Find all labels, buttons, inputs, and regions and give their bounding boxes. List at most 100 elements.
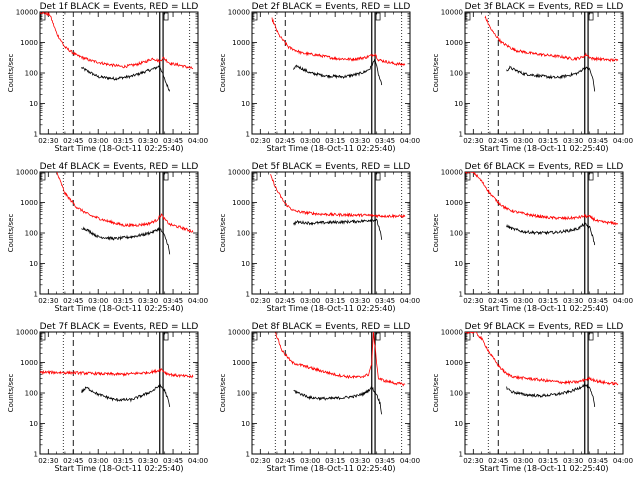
x-tick-label: 03:45	[375, 137, 395, 145]
x-tick-label: 02:45	[488, 137, 508, 145]
y-tick-label: 1000	[232, 39, 250, 47]
x-tick-label: 03:00	[513, 137, 533, 145]
marker-box	[375, 332, 381, 341]
x-tick-label: 03:15	[538, 457, 558, 465]
x-axis-label: Start Time (18-Oct-11 02:25:40)	[266, 304, 395, 313]
x-tick-label: 04:00	[613, 137, 633, 145]
marker-box	[252, 12, 258, 21]
x-tick-label: 02:45	[63, 297, 83, 305]
x-tick-label: 04:00	[613, 457, 633, 465]
y-tick-label: 1000	[232, 359, 250, 367]
x-axis-label: Start Time (18-Oct-11 02:25:40)	[479, 144, 608, 153]
x-tick-label: 02:45	[275, 137, 295, 145]
marker-box	[465, 12, 471, 21]
lld-trace	[484, 15, 619, 63]
x-tick-label: 02:45	[63, 457, 83, 465]
y-tick-label: 1	[459, 131, 463, 139]
y-tick-label: 10	[29, 260, 38, 268]
marker-box	[40, 332, 46, 341]
x-tick-label: 03:15	[113, 457, 133, 465]
y-tick-label: 100	[237, 230, 250, 238]
y-tick-label: 1000	[20, 359, 38, 367]
x-tick-label: 02:30	[250, 137, 270, 145]
panel-title: Det 6f BLACK = Events, RED = LLD	[465, 162, 624, 172]
x-tick-label: 03:45	[163, 457, 183, 465]
x-tick-label: 02:30	[463, 457, 483, 465]
marker-box	[163, 172, 169, 181]
y-tick-label: 10000	[16, 9, 38, 17]
y-tick-label: 1	[459, 451, 463, 459]
events-trace	[506, 382, 596, 407]
y-tick-label: 10000	[441, 329, 463, 337]
x-tick-label: 02:30	[250, 457, 270, 465]
y-tick-label: 10	[454, 260, 463, 268]
x-tick-label: 03:15	[325, 457, 345, 465]
x-tick-label: 03:45	[163, 137, 183, 145]
x-tick-label: 03:30	[563, 137, 583, 145]
x-tick-label: 03:15	[538, 297, 558, 305]
panel-title: Det 2f BLACK = Events, RED = LLD	[252, 2, 411, 12]
events-trace	[293, 386, 383, 415]
marker-box	[40, 172, 46, 181]
x-tick-label: 02:30	[463, 137, 483, 145]
lld-trace	[270, 174, 406, 219]
y-tick-label: 100	[450, 390, 463, 398]
x-tick-label: 04:00	[400, 137, 420, 145]
y-axis-label: Counts/sec	[432, 214, 440, 253]
x-tick-label: 03:00	[88, 297, 108, 305]
x-tick-label: 02:30	[38, 137, 58, 145]
x-tick-label: 04:00	[613, 297, 633, 305]
panel-8: Det 8f BLACK = Events, RED = LLD 1 10 100 10…	[219, 322, 420, 473]
x-tick-label: 03:45	[588, 297, 608, 305]
y-tick-label: 10000	[16, 329, 38, 337]
y-axis-label: Counts/sec	[7, 214, 15, 253]
y-tick-label: 100	[25, 70, 38, 78]
y-axis-label: Counts/sec	[7, 54, 15, 93]
x-tick-label: 03:45	[588, 457, 608, 465]
x-tick-label: 03:00	[300, 137, 320, 145]
events-trace	[81, 226, 171, 255]
plot-frame	[251, 171, 411, 295]
panel-9: Det 9f BLACK = Events, RED = LLD 1 10 100 10…	[432, 322, 633, 473]
y-tick-label: 1	[459, 291, 463, 299]
lld-trace	[465, 172, 619, 226]
panel-title: Det 3f BLACK = Events, RED = LLD	[465, 2, 624, 12]
plot-frame	[464, 11, 624, 135]
x-tick-label: 03:30	[563, 297, 583, 305]
y-tick-label: 10	[454, 100, 463, 108]
y-tick-label: 10	[29, 100, 38, 108]
y-axis-label: Counts/sec	[7, 374, 15, 413]
marker-box	[588, 12, 594, 21]
y-tick-label: 1000	[232, 199, 250, 207]
lld-trace	[40, 12, 194, 70]
y-tick-label: 1	[246, 131, 250, 139]
x-tick-label: 03:45	[163, 297, 183, 305]
panel-title: Det 1f BLACK = Events, RED = LLD	[40, 2, 199, 12]
y-tick-label: 1	[34, 291, 38, 299]
y-tick-label: 1	[246, 451, 250, 459]
y-tick-label: 10000	[228, 329, 250, 337]
marker-box	[252, 332, 258, 341]
x-tick-label: 03:15	[325, 297, 345, 305]
y-tick-label: 100	[237, 70, 250, 78]
x-tick-label: 03:15	[113, 137, 133, 145]
marker-box	[163, 12, 169, 21]
x-tick-label: 03:30	[350, 457, 370, 465]
panel-title: Det 9f BLACK = Events, RED = LLD	[465, 322, 624, 332]
x-tick-label: 03:30	[350, 297, 370, 305]
panel-title: Det 8f BLACK = Events, RED = LLD	[252, 322, 411, 332]
x-tick-label: 03:30	[138, 297, 158, 305]
panel-title: Det 5f BLACK = Events, RED = LLD	[252, 162, 411, 172]
x-axis-label: Start Time (18-Oct-11 02:25:40)	[54, 304, 183, 313]
x-tick-label: 03:00	[513, 457, 533, 465]
y-tick-label: 10	[241, 100, 250, 108]
panel-1: Det 1f BLACK = Events, RED = LLD 1 10 100 10…	[7, 2, 208, 153]
panel-title: Det 7f BLACK = Events, RED = LLD	[40, 322, 199, 332]
y-tick-label: 100	[450, 70, 463, 78]
lld-trace	[56, 172, 194, 233]
y-axis-label: Counts/sec	[219, 214, 227, 253]
y-axis-label: Counts/sec	[219, 54, 227, 93]
y-tick-label: 1	[246, 291, 250, 299]
x-tick-label: 02:45	[275, 297, 295, 305]
y-tick-label: 10000	[441, 9, 463, 17]
